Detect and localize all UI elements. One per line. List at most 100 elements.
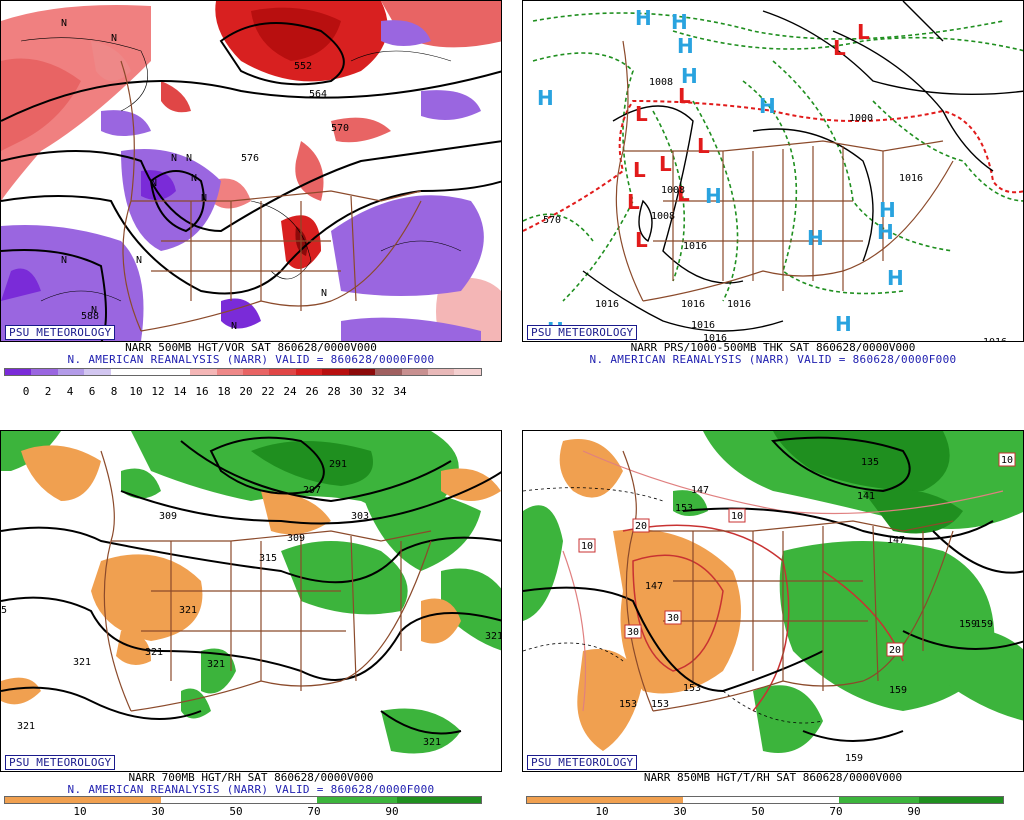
temperature-contour-label: 10: [581, 541, 593, 552]
height-contour-label: 321: [73, 657, 91, 668]
colorbar-tick-label: 50: [751, 805, 765, 818]
colorbar-tick-label: 50: [229, 805, 243, 818]
vorticity-minimum-marker: N: [231, 321, 237, 332]
height-contour-label: 321: [423, 737, 441, 748]
colorbar-segment: [322, 369, 349, 375]
isobar-label: 1000: [849, 113, 873, 124]
vorticity-colorbar-ticks: 0 2 4 6 8 10 12 14 16 18 20 22 24 26 28 30 32 34: [0, 386, 502, 400]
colorbar-tick-label: 34: [393, 385, 407, 398]
colorbar-tick-label: 12: [151, 385, 165, 398]
height-contour-label: 321: [485, 631, 502, 642]
isobar-label: 1016: [899, 173, 923, 184]
colorbar-tick-label: 24: [283, 385, 297, 398]
temperature-labels: 10 10 20 20 30 30 10: [578, 452, 1016, 657]
temperature-contour-label: 30: [627, 627, 639, 638]
colorbar-segment: [161, 797, 317, 803]
height-contour-label: 159: [845, 753, 863, 764]
low-pressure-marker: L: [678, 84, 691, 108]
isobar-label: 1008: [651, 211, 675, 222]
temperature-contour-label: 30: [667, 613, 679, 624]
isobar-label: 1008: [661, 185, 685, 196]
colorbar-tick-label: 28: [327, 385, 341, 398]
colorbar-segment: [375, 369, 402, 375]
low-pressure-marker: L: [857, 20, 870, 44]
high-pressure-marker: H: [759, 94, 776, 118]
vorticity-minimum-marker: N: [321, 288, 327, 299]
height-contour-label: 303: [351, 511, 369, 522]
temperature-label-box: [664, 610, 682, 625]
temperature-label-box: [998, 452, 1016, 467]
colorbar-segment: [317, 797, 397, 803]
height-contour-label: 153: [675, 503, 693, 514]
colorbar-tick-label: 10: [595, 805, 609, 818]
height-contour-label: 315: [259, 553, 277, 564]
isobar-labels: 1016 1016 1016 1016 1016 1016 1008 1008 1008 1000…: [543, 77, 1007, 342]
height-contour-label: 309: [159, 511, 177, 522]
colorbar-segment: [839, 797, 919, 803]
colorbar-tick-label: 18: [217, 385, 231, 398]
isobar-label: 570: [543, 215, 561, 226]
high-pressure-marker: H: [635, 6, 652, 30]
vorticity-minimum-marker: N: [136, 255, 142, 266]
colorbar-segment: [919, 797, 1003, 803]
temperature-contour-label: 20: [635, 521, 647, 532]
temperature-contour-label: 10: [731, 511, 743, 522]
colorbar-tick-label: 30: [151, 805, 165, 818]
height-contour-label: 321: [17, 721, 35, 732]
vorticity-minimum-marker: N: [201, 193, 207, 204]
vorticity-colorbar: [4, 368, 482, 376]
colorbar-segment: [428, 369, 455, 375]
map-700mb-rh: 291 297 303 309 309 315 321 321 321 321 321 321 321 5…: [0, 430, 502, 772]
vorticity-minimum-marker: N: [111, 33, 117, 44]
vorticity-minimum-marker: N: [151, 178, 157, 189]
contour-labels-700mb: 291 297 303 309 309 315 321 321 321 321 321 321 321 5: [1, 459, 502, 748]
colorbar-tick-label: 90: [907, 805, 921, 818]
colorbar-segment: [31, 369, 58, 375]
height-contour-label: 159: [959, 619, 977, 630]
rh700-map-graphic: 291 297 303 309 309 315 321 321 321 321 321 321 321 5: [1, 431, 502, 771]
colorbar-tick-label: 70: [307, 805, 321, 818]
rh-colorbar: [4, 796, 482, 804]
psu-meteorology-badge: PSU METEOROLOGY: [5, 755, 116, 770]
high-pressure-marker: H: [877, 220, 894, 244]
height-contour-label: 147: [887, 535, 905, 546]
low-pressure-marker: L: [659, 152, 672, 176]
height-contour-label: 321: [145, 647, 163, 658]
colorbar-segment: [137, 369, 164, 375]
colorbar-segment: [110, 369, 138, 375]
high-pressure-marker: H: [879, 198, 896, 222]
colorbar-segment: [84, 369, 111, 375]
colorbar-segment: [216, 369, 243, 375]
colorbar-tick-label: 8: [110, 385, 118, 398]
temperature-contour-label: 20: [889, 645, 901, 656]
map-pressure-thickness: HHHHHHHHHHHHHLLLLLLLLLL 1016101610161016…: [522, 0, 1024, 342]
colorbar-tick-label: 26: [305, 385, 319, 398]
low-pressure-marker: L: [635, 228, 648, 252]
high-pressure-marker: H: [807, 226, 824, 250]
high-pressure-marker: H: [705, 184, 722, 208]
height-contour-label: 159: [975, 619, 993, 630]
colorbar-tick-label: 16: [195, 385, 209, 398]
vorticity-minimum-marker: N: [61, 255, 67, 266]
height-contour-label: 153: [651, 699, 669, 710]
colorbar-segment: [5, 797, 161, 803]
contour-labels-500mb: 552 564 588 576 570: [81, 61, 349, 322]
colorbar-tick-label: 70: [829, 805, 843, 818]
colorbar-segment: [295, 369, 323, 375]
colorbar-segment: [401, 369, 428, 375]
colorbar-segment: [57, 369, 85, 375]
caption-line1: NARR 700MB HGT/RH SAT 860628/0000V000: [128, 771, 374, 784]
height-contour-label: 153: [683, 683, 701, 694]
height-contour-label: 291: [329, 459, 347, 470]
pressure-centers: HHHHHHHHHHHHHLLLLLLLLLL: [537, 6, 904, 341]
low-pressure-marker: L: [697, 134, 710, 158]
caption-line2: N. AMERICAN REANALYSIS (NARR) VALID = 86…: [589, 353, 957, 366]
height-contour-label: 5: [1, 605, 7, 616]
low-pressure-marker: L: [633, 158, 646, 182]
temperature-label-box: [886, 642, 904, 657]
low-pressure-marker: L: [677, 182, 690, 206]
height-contour-label: 141: [857, 491, 875, 502]
isobar-label: 1016: [983, 337, 1007, 342]
